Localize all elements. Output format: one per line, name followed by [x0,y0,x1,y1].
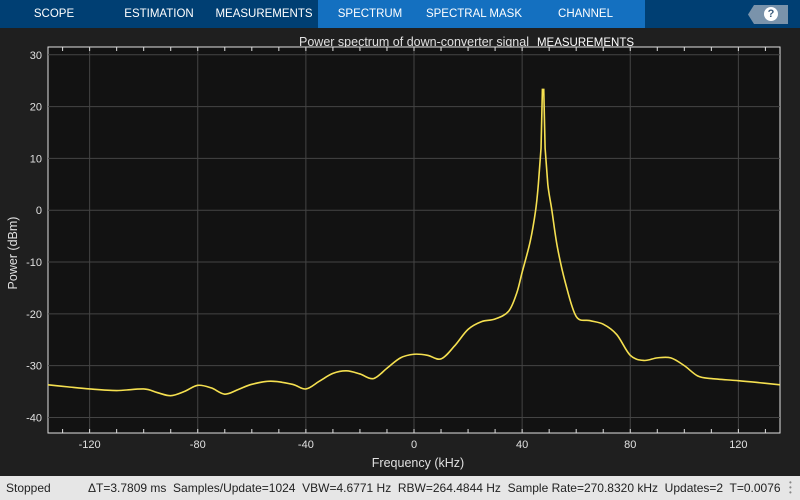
y-axis-label: Power (dBm) [6,217,20,290]
y-tick-label: 20 [30,102,42,114]
x-tick-label: 40 [516,439,528,451]
tab-spectrum[interactable]: SPECTRUM [318,0,422,28]
tab-estimation[interactable]: ESTIMATION [124,8,194,20]
y-tick-label: 10 [30,153,42,165]
measurement-info: ΔT=3.7809 ms Samples/Update=1024 VBW=4.6… [88,481,781,495]
chart-title: Power spectrum of down-converter signal [299,35,529,49]
help-icon: ? [764,7,778,21]
spectrum-line [47,88,781,397]
x-tick-label: -120 [79,439,101,451]
tab-scope[interactable]: SCOPE [33,8,75,20]
x-tick-label: -40 [298,439,314,451]
tab-measurements[interactable]: MEASUREMENTS [215,8,313,20]
toolstrip: SCOPE ESTIMATION MEASUREMENTS SPECTRUM S… [0,0,800,49]
y-tick-label: -20 [26,309,42,321]
x-tick-label: 0 [411,439,417,451]
resize-grip-icon[interactable]: • • • [789,478,792,497]
y-tick-label: -10 [26,257,42,269]
y-tick-label: -40 [26,412,42,424]
y-tick-label: 30 [30,50,42,62]
status-bar: Stopped ΔT=3.7809 ms Samples/Update=1024… [0,476,800,500]
x-tick-label: 80 [624,439,636,451]
spectrum-chart: Power spectrum of down-converter signal … [6,35,781,470]
x-tick-label: 120 [729,439,747,451]
x-tick-label: -80 [190,439,206,451]
help-button[interactable]: ? [748,5,788,24]
tab-spectral-mask[interactable]: SPECTRAL MASK [422,0,526,28]
y-tick-label: -30 [26,361,42,373]
x-axis-label: Frequency (kHz) [372,456,464,470]
tab-channel-measurements[interactable]: CHANNEL MEASUREMENTS [526,0,645,49]
run-state: Stopped [6,481,51,495]
y-tick-label: 0 [36,205,42,217]
